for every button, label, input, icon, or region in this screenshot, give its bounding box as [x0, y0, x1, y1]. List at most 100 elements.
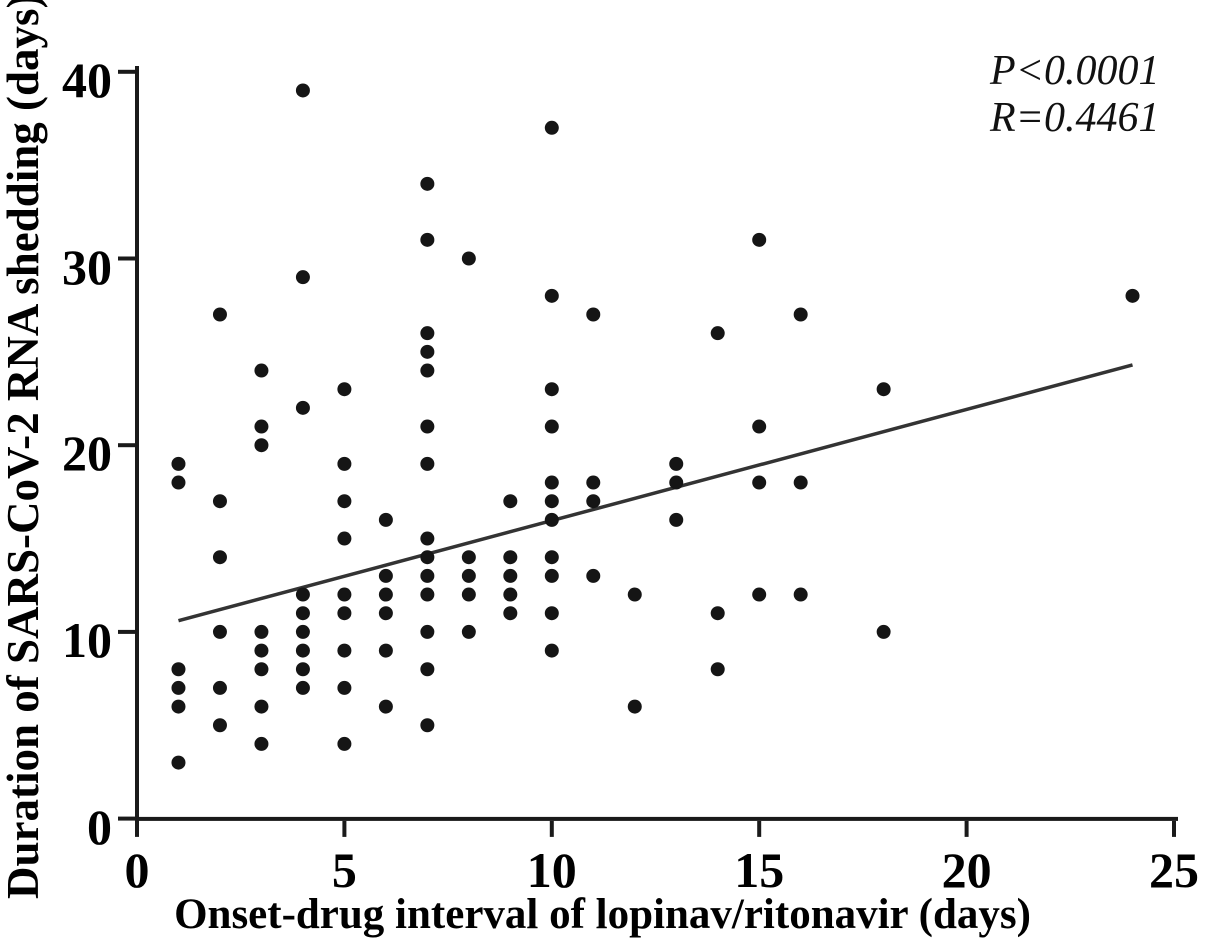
data-point	[171, 475, 186, 490]
y-tick	[118, 629, 135, 634]
data-point	[627, 587, 642, 602]
data-point	[212, 550, 227, 565]
data-point	[171, 680, 186, 695]
data-point	[378, 568, 393, 583]
y-tick	[118, 816, 135, 821]
data-point	[544, 643, 559, 658]
data-point	[295, 587, 310, 602]
x-tick	[135, 820, 139, 837]
data-point	[212, 307, 227, 322]
data-point	[710, 326, 725, 341]
data-point	[793, 307, 808, 322]
data-point	[171, 662, 186, 677]
data-point	[295, 606, 310, 621]
data-point	[420, 363, 435, 378]
data-point	[669, 456, 684, 471]
data-point	[544, 120, 559, 135]
data-point	[544, 550, 559, 565]
data-point	[254, 363, 269, 378]
x-tick-label: 20	[941, 842, 992, 898]
data-point	[544, 606, 559, 621]
data-point	[461, 251, 476, 266]
data-point	[461, 550, 476, 565]
data-point	[337, 456, 352, 471]
data-point	[337, 680, 352, 695]
y-tick-label: 20	[62, 425, 112, 482]
y-tick	[118, 443, 135, 448]
data-point	[586, 307, 601, 322]
data-point	[420, 232, 435, 247]
data-point	[337, 531, 352, 546]
data-point	[876, 624, 891, 639]
data-point	[420, 662, 435, 677]
data-point	[212, 718, 227, 733]
data-point	[503, 606, 518, 621]
x-tick-label: 25	[1149, 842, 1199, 898]
x-tick-label: 0	[124, 842, 150, 898]
data-point	[378, 512, 393, 527]
data-point	[752, 587, 767, 602]
data-point	[337, 606, 352, 621]
data-point	[544, 382, 559, 397]
data-point	[254, 438, 269, 453]
data-point	[295, 680, 310, 695]
data-point	[544, 475, 559, 490]
data-point	[295, 624, 310, 639]
y-tick-label: 10	[62, 611, 112, 668]
y-tick-label: 40	[62, 51, 112, 108]
data-point	[710, 662, 725, 677]
data-point	[378, 587, 393, 602]
data-point	[793, 475, 808, 490]
data-point	[586, 568, 601, 583]
data-point	[378, 699, 393, 714]
data-point	[669, 512, 684, 527]
x-axis-line	[135, 816, 1178, 821]
x-tick	[549, 820, 554, 837]
y-tick	[118, 256, 135, 261]
y-tick-label: 0	[87, 798, 112, 855]
data-point	[420, 419, 435, 434]
data-point	[627, 699, 642, 714]
data-point	[669, 475, 684, 490]
data-point	[420, 344, 435, 359]
data-point	[378, 643, 393, 658]
data-point	[378, 606, 393, 621]
data-point	[171, 456, 186, 471]
x-tick-label: 10	[526, 842, 577, 898]
data-point	[295, 643, 310, 658]
data-point	[503, 550, 518, 565]
data-point	[295, 662, 310, 677]
y-axis-line	[135, 66, 139, 822]
data-point	[337, 643, 352, 658]
data-point	[420, 550, 435, 565]
r-value-text: R=0.4461	[990, 95, 1160, 142]
data-point	[420, 326, 435, 341]
data-point	[295, 270, 310, 285]
data-point	[420, 624, 435, 639]
data-point	[295, 83, 310, 98]
x-axis-title: Onset-drug interval of lopinav/ritonavir…	[174, 891, 1031, 938]
data-point	[586, 494, 601, 509]
x-tick-label: 15	[734, 842, 785, 898]
x-tick	[1172, 820, 1176, 837]
stats-annotation: P<0.0001 R=0.4461	[990, 48, 1160, 142]
data-point	[337, 382, 352, 397]
data-point	[254, 624, 269, 639]
data-point	[461, 568, 476, 583]
data-point	[586, 475, 601, 490]
x-tick	[757, 820, 762, 837]
data-point	[420, 568, 435, 583]
data-point	[337, 736, 352, 751]
data-point	[752, 475, 767, 490]
data-point	[793, 587, 808, 602]
y-tick	[118, 69, 135, 74]
data-point	[503, 587, 518, 602]
data-point	[295, 400, 310, 415]
data-point	[420, 718, 435, 733]
x-tick	[964, 820, 969, 837]
data-point	[503, 568, 518, 583]
data-point	[461, 624, 476, 639]
data-point	[503, 494, 518, 509]
data-point	[710, 606, 725, 621]
